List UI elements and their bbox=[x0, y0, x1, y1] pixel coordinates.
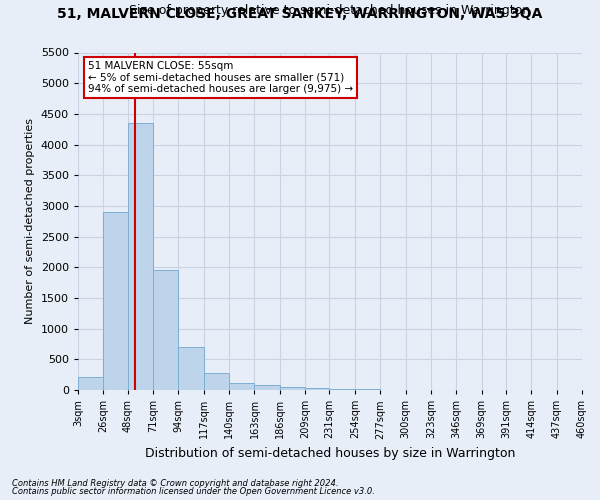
Text: Contains HM Land Registry data © Crown copyright and database right 2024.: Contains HM Land Registry data © Crown c… bbox=[12, 478, 338, 488]
Bar bbox=[254, 385, 280, 390]
Bar bbox=[128, 123, 153, 390]
Bar bbox=[329, 389, 355, 390]
X-axis label: Distribution of semi-detached houses by size in Warrington: Distribution of semi-detached houses by … bbox=[145, 447, 515, 460]
Bar bbox=[229, 383, 254, 390]
Bar bbox=[103, 212, 128, 390]
Title: Size of property relative to semi-detached houses in Warrington: Size of property relative to semi-detach… bbox=[130, 4, 530, 16]
Bar bbox=[78, 376, 103, 390]
Y-axis label: Number of semi-detached properties: Number of semi-detached properties bbox=[25, 118, 35, 324]
Bar bbox=[305, 388, 329, 390]
Text: 51, MALVERN CLOSE, GREAT SANKEY, WARRINGTON, WA5 3QA: 51, MALVERN CLOSE, GREAT SANKEY, WARRING… bbox=[58, 8, 542, 22]
Bar bbox=[153, 270, 178, 390]
Text: Contains public sector information licensed under the Open Government Licence v3: Contains public sector information licen… bbox=[12, 487, 375, 496]
Bar bbox=[178, 347, 204, 390]
Text: 51 MALVERN CLOSE: 55sqm
← 5% of semi-detached houses are smaller (571)
94% of se: 51 MALVERN CLOSE: 55sqm ← 5% of semi-det… bbox=[88, 61, 353, 94]
Bar bbox=[204, 374, 229, 390]
Bar bbox=[280, 387, 305, 390]
